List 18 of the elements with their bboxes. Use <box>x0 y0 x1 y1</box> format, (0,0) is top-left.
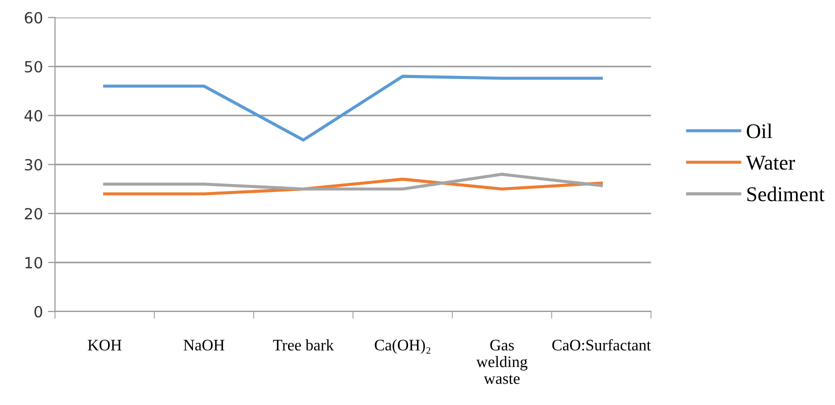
legend-label: Sediment <box>747 186 825 202</box>
x-tick-label: KOH <box>88 340 122 351</box>
line-series <box>103 74 603 142</box>
y-tick-label: 10 <box>25 256 42 269</box>
legend-label: Water <box>746 156 795 170</box>
y-tick-label: 30 <box>24 158 42 171</box>
line-series <box>103 172 603 191</box>
y-tick-label: 0 <box>34 306 42 318</box>
legend-label: Oil <box>746 124 772 138</box>
x-tick-label: Gas welding waste <box>476 340 528 384</box>
x-tick-label: Ca(OH)₂ <box>374 339 430 354</box>
y-tick-label: 40 <box>24 110 42 122</box>
x-tick-label: NaOH <box>184 340 224 351</box>
y-tick-label: 50 <box>24 60 42 73</box>
x-tick-label: Tree bark <box>273 339 334 351</box>
x-tick-label: CaO:Surfactant <box>552 339 651 351</box>
y-tick-label: 60 <box>24 12 42 24</box>
y-tick-label: 20 <box>24 208 42 220</box>
